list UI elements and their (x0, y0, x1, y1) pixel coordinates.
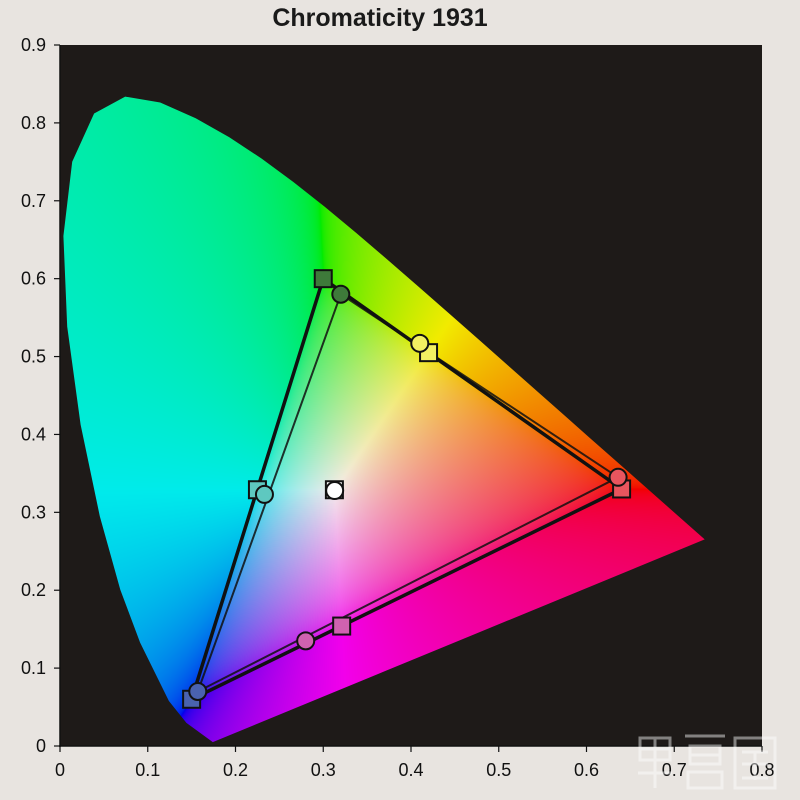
y-tick-label: 0.4 (21, 424, 46, 444)
x-tick-label: 0.8 (749, 760, 774, 780)
measured-circle-marker (254, 484, 274, 504)
x-tick-label: 0.2 (223, 760, 248, 780)
y-tick-label: 0.8 (21, 113, 46, 133)
x-tick-label: 0.6 (574, 760, 599, 780)
y-tick-label: 0.7 (21, 191, 46, 211)
measured-circle-marker (331, 284, 351, 304)
x-tick-label: 0.4 (398, 760, 423, 780)
x-tick-label: 0.7 (662, 760, 687, 780)
y-tick-label: 0.9 (21, 35, 46, 55)
reference-square-marker (313, 269, 333, 289)
measured-circle-marker (608, 467, 628, 487)
y-tick-label: 0.6 (21, 269, 46, 289)
reference-square-marker (332, 616, 352, 636)
y-tick-label: 0 (36, 736, 46, 756)
y-tick-label: 0.1 (21, 658, 46, 678)
x-tick-label: 0.1 (135, 760, 160, 780)
measured-circle-marker (188, 681, 208, 701)
x-tick-label: 0.3 (311, 760, 336, 780)
y-tick-label: 0.5 (21, 347, 46, 367)
x-tick-label: 0 (55, 760, 65, 780)
chromaticity-markers (182, 269, 632, 709)
y-tick-label: 0.2 (21, 580, 46, 600)
y-tick-label: 0.3 (21, 502, 46, 522)
measured-circle-marker (325, 481, 345, 501)
measured-circle-marker (296, 631, 316, 651)
x-tick-label: 0.5 (486, 760, 511, 780)
axes: 0 0.1 0.2 0.3 0.4 0.5 0.6 0.7 0.8 0 0.1 0.2 0.3 0.4 0.… (21, 35, 775, 780)
chart-title: Chromaticity 1931 (272, 4, 488, 32)
measured-circle-marker (410, 333, 430, 353)
